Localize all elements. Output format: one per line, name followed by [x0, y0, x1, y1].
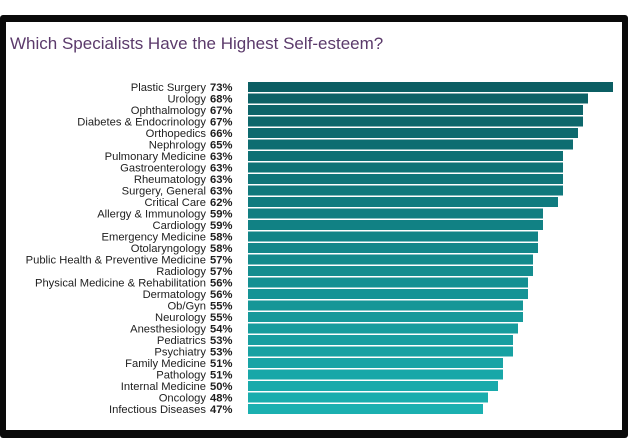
value-label: 68% — [210, 94, 232, 106]
category-label: Physical Medicine & Rehabilitation — [35, 278, 206, 290]
value-label: 67% — [210, 105, 232, 117]
bar — [248, 392, 488, 403]
value-label: 66% — [210, 128, 232, 140]
category-label: Nephrology — [149, 140, 207, 152]
bar — [248, 277, 528, 288]
bar — [248, 335, 513, 345]
bar — [248, 231, 538, 242]
bar — [248, 139, 573, 150]
category-label: Rheumatology — [134, 174, 207, 186]
value-label: 59% — [210, 220, 232, 232]
category-label: Radiology — [156, 266, 206, 278]
value-label: 54% — [210, 324, 232, 336]
bar — [248, 312, 523, 322]
category-label: Emergency Medicine — [102, 232, 206, 244]
chart-panel: Which Specialists Have the Highest Self-… — [6, 22, 622, 430]
bar — [248, 93, 588, 104]
value-label: 56% — [210, 289, 232, 301]
value-label: 63% — [210, 174, 232, 186]
bar — [248, 266, 533, 276]
category-label: Pediatrics — [157, 335, 207, 347]
value-label: 56% — [210, 278, 232, 290]
category-label: Allergy & Immunology — [97, 209, 206, 221]
value-label: 47% — [210, 404, 232, 416]
bar — [248, 346, 513, 357]
category-label: Otolaryngology — [131, 243, 207, 255]
bar — [248, 323, 518, 334]
value-label: 55% — [210, 312, 232, 324]
category-label: Infectious Diseases — [109, 404, 206, 416]
bar — [248, 82, 613, 92]
bar — [248, 128, 578, 138]
value-label: 59% — [210, 209, 232, 221]
value-label: 53% — [210, 347, 232, 359]
bar — [248, 116, 583, 127]
category-label: Neurology — [155, 312, 206, 324]
category-label: Ob/Gyn — [167, 301, 206, 313]
value-label: 48% — [210, 393, 232, 405]
bar-chart: Plastic Surgery 73% Urology 68%Ophthalmolog… — [26, 82, 613, 416]
bar — [248, 105, 583, 115]
category-label: Oncology — [159, 393, 207, 405]
bar — [248, 185, 563, 196]
value-label: 53% — [210, 335, 232, 347]
bar — [248, 243, 538, 253]
bar — [248, 220, 543, 230]
chart-title: Which Specialists Have the Highest Self-… — [10, 34, 384, 53]
category-label: Ophthalmology — [131, 105, 207, 117]
bar — [248, 289, 528, 299]
image-frame: Which Specialists Have the Highest Self-… — [0, 15, 628, 438]
value-label: 58% — [210, 243, 232, 255]
category-label: Gastroenterology — [120, 163, 206, 175]
bar — [248, 197, 558, 207]
category-label: Diabetes & Endocrinology — [77, 117, 206, 129]
value-label: 62% — [210, 197, 232, 209]
bar — [248, 174, 563, 184]
value-label: 57% — [210, 266, 232, 278]
category-label: Pathology — [156, 370, 206, 382]
value-label: 51% — [210, 358, 232, 370]
value-label: 55% — [210, 301, 232, 313]
bar — [248, 358, 503, 368]
value-label: 65% — [210, 140, 232, 152]
bar — [248, 381, 498, 391]
category-label: Cardiology — [153, 220, 207, 232]
category-label: Public Health & Preventive Medicine — [26, 255, 206, 267]
category-label: Dermatology — [143, 289, 207, 301]
category-label: Internal Medicine — [121, 381, 206, 393]
category-label: Psychiatry — [154, 347, 206, 359]
bar — [248, 208, 543, 219]
category-label: Plastic Surgery — [131, 82, 207, 94]
value-label: 50% — [210, 381, 232, 393]
bar — [248, 254, 533, 265]
category-label: Critical Care — [144, 197, 206, 209]
value-label: 51% — [210, 370, 232, 382]
bar — [248, 151, 563, 161]
value-label: 58% — [210, 232, 232, 244]
category-label: Anesthesiology — [130, 324, 206, 336]
bar — [248, 404, 483, 414]
value-label: 67% — [210, 117, 232, 129]
value-label: 63% — [210, 151, 232, 163]
category-label: Urology — [167, 94, 206, 106]
category-label: Orthopedics — [146, 128, 207, 140]
value-label: 63% — [210, 163, 232, 175]
category-label: Surgery, General — [122, 186, 206, 198]
value-label: 57% — [210, 255, 232, 267]
value-label: 73% — [210, 82, 232, 94]
category-label: Family Medicine — [125, 358, 206, 370]
value-label: 63% — [210, 186, 232, 198]
bar — [248, 300, 523, 311]
bar — [248, 369, 503, 380]
bar — [248, 162, 563, 173]
category-label: Pulmonary Medicine — [105, 151, 206, 163]
